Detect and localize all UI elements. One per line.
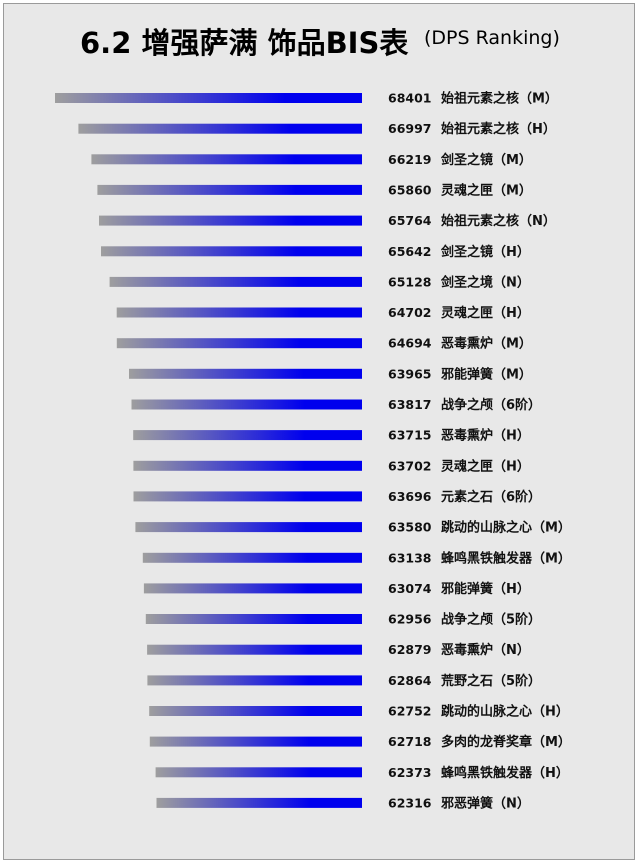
category-label: 邪恶弹簧（N） bbox=[440, 795, 530, 811]
bar bbox=[145, 614, 362, 624]
bar bbox=[78, 123, 363, 134]
category-label: 战争之颅（5阶） bbox=[441, 612, 541, 628]
bar-value-label: 64694 bbox=[388, 336, 432, 351]
bar-value-label: 65128 bbox=[388, 274, 432, 289]
bar bbox=[101, 246, 362, 257]
category-label: 荒野之石（5阶） bbox=[440, 673, 541, 689]
bar-value-label: 62752 bbox=[388, 704, 432, 719]
bar bbox=[133, 491, 362, 502]
bar-value-label: 62316 bbox=[388, 795, 432, 810]
chart-title: 6.2 增强萨满 饰品BIS表 bbox=[80, 26, 409, 60]
category-label: 恶毒熏炉（M） bbox=[441, 336, 532, 352]
bar bbox=[133, 460, 362, 471]
bar bbox=[109, 276, 362, 287]
bar bbox=[142, 552, 362, 563]
bar-value-label: 65764 bbox=[388, 213, 432, 228]
chart-subtitle: (DPS Ranking) bbox=[424, 27, 560, 49]
bar bbox=[91, 154, 363, 165]
bar-value-label: 66219 bbox=[388, 152, 432, 167]
category-label: 始祖元素之核（N） bbox=[441, 213, 556, 229]
bar bbox=[156, 797, 362, 808]
bar-value-label: 63696 bbox=[388, 489, 432, 504]
category-label: 元素之石（6阶） bbox=[441, 489, 541, 505]
category-label: 始祖元素之核（M） bbox=[441, 91, 558, 107]
bar-value-label: 64702 bbox=[388, 305, 432, 320]
category-label: 灵魂之匣（H） bbox=[441, 458, 530, 474]
bar bbox=[133, 430, 362, 441]
category-label: 剑圣之境（N） bbox=[440, 274, 530, 290]
category-label: 恶毒熏炉（H） bbox=[441, 428, 530, 444]
category-label: 灵魂之匣（H） bbox=[441, 305, 530, 321]
category-label: 灵魂之匣（M） bbox=[441, 182, 532, 198]
bar bbox=[147, 644, 362, 655]
category-label: 恶毒熏炉（N） bbox=[441, 642, 530, 658]
bar-value-label: 68401 bbox=[388, 91, 432, 106]
bar bbox=[149, 706, 362, 716]
bar-value-label: 65642 bbox=[388, 244, 432, 259]
bar bbox=[99, 215, 362, 226]
bar-value-label: 63817 bbox=[388, 397, 432, 412]
category-label: 跳动的山脉之心（H） bbox=[441, 704, 569, 720]
bar-value-label: 63074 bbox=[388, 581, 432, 596]
bar bbox=[135, 522, 362, 533]
category-label: 剑圣之镜（M） bbox=[440, 152, 532, 168]
category-label: 战争之颅（6阶） bbox=[441, 397, 541, 413]
bar-value-label: 63715 bbox=[388, 428, 432, 443]
category-label: 蜂鸣黑铁触发器（M） bbox=[441, 550, 571, 566]
bar-value-label: 63965 bbox=[388, 366, 432, 381]
bar-value-label: 62373 bbox=[388, 765, 432, 780]
bar bbox=[131, 399, 362, 410]
category-label: 邪能弹簧（H） bbox=[440, 581, 530, 597]
bar-value-label: 63138 bbox=[388, 550, 432, 565]
bar bbox=[116, 338, 362, 349]
bar-value-label: 65860 bbox=[388, 182, 432, 197]
bar bbox=[55, 93, 362, 103]
bar bbox=[149, 736, 362, 747]
category-label: 剑圣之镜（H） bbox=[440, 244, 530, 260]
bar-value-label: 62718 bbox=[388, 734, 432, 749]
bar-value-label: 62956 bbox=[388, 612, 432, 627]
bar-value-label: 63702 bbox=[388, 458, 432, 473]
bar-value-label: 62864 bbox=[388, 673, 432, 688]
bar bbox=[143, 583, 362, 594]
bar-value-label: 62879 bbox=[388, 642, 432, 657]
category-label: 蜂鸣黑铁触发器（H） bbox=[441, 765, 569, 781]
category-label: 邪能弹簧（M） bbox=[440, 366, 532, 382]
bar-value-label: 66997 bbox=[388, 121, 432, 136]
bar-value-label: 63580 bbox=[388, 520, 432, 535]
bar bbox=[97, 184, 363, 195]
category-label: 跳动的山脉之心（M） bbox=[441, 520, 571, 536]
bar bbox=[129, 368, 362, 379]
title-row: 6.2 增强萨满 饰品BIS表 (DPS Ranking) bbox=[0, 18, 640, 68]
bar bbox=[116, 307, 362, 318]
category-label: 始祖元素之核（H） bbox=[441, 121, 556, 137]
category-label: 多肉的龙脊奖章（M） bbox=[441, 734, 571, 750]
bar bbox=[147, 675, 362, 686]
bar bbox=[155, 767, 362, 778]
